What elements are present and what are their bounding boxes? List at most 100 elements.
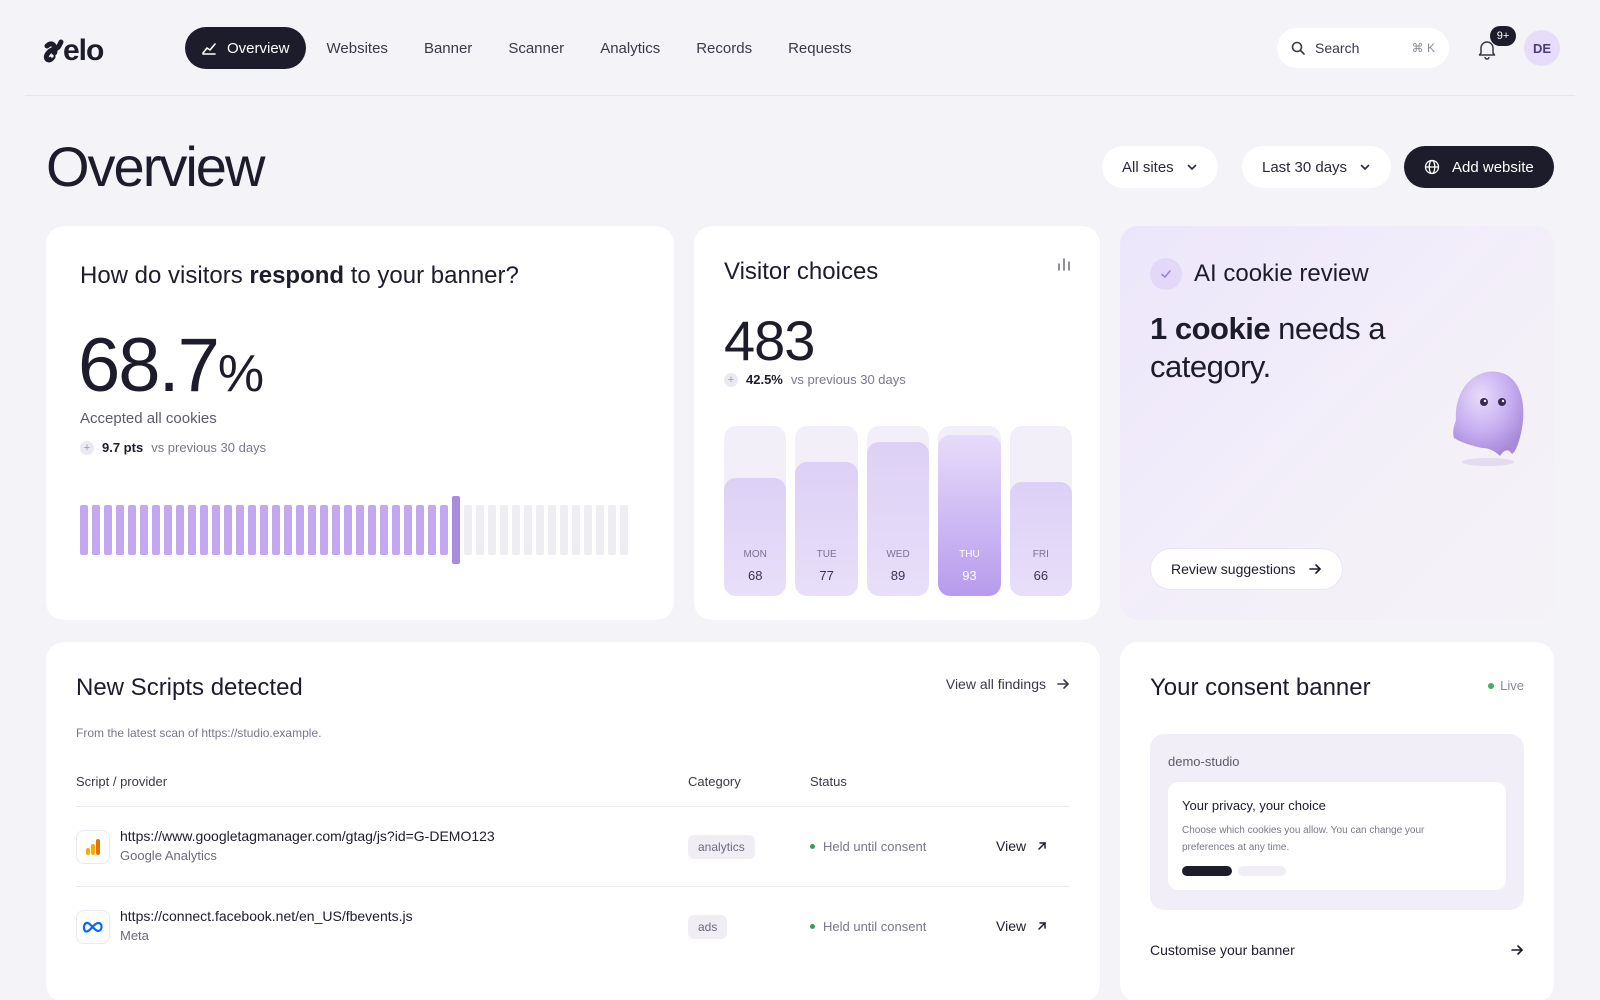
nav-item-analytics[interactable]: Analytics xyxy=(585,27,675,69)
meter-tick xyxy=(260,505,268,555)
meter-tick xyxy=(320,505,328,555)
bell-icon[interactable] xyxy=(1476,38,1498,60)
preview-accept-button xyxy=(1182,866,1232,876)
meter-tick xyxy=(272,505,280,555)
bar-tue[interactable]: TUE 77 xyxy=(795,426,858,596)
meter-tick xyxy=(560,505,568,555)
customise-banner-link[interactable]: Customise your banner xyxy=(1150,942,1524,958)
preview-title: Your privacy, your choice xyxy=(1182,798,1326,813)
velo-logo[interactable]: elo xyxy=(43,28,125,68)
preview-banner: Your privacy, your choice Choose which c… xyxy=(1168,782,1506,890)
meter-tick xyxy=(200,505,208,555)
ai-msg-rest: needs a category. xyxy=(1150,311,1386,384)
nav-item-overview[interactable]: Overview xyxy=(185,27,306,69)
bar-mon[interactable]: MON 68 xyxy=(724,426,787,596)
customise-label: Customise your banner xyxy=(1150,942,1295,958)
meter-tick xyxy=(92,505,100,555)
choices-title: Visitor choices xyxy=(724,258,879,285)
view-script-link[interactable]: View xyxy=(996,918,1048,934)
bar-fill xyxy=(795,462,858,596)
nav-item-websites[interactable]: Websites xyxy=(312,27,403,69)
live-label: Live xyxy=(1500,678,1524,693)
trend-line-icon xyxy=(202,43,216,55)
bar-day-label: WED xyxy=(886,549,910,560)
script-url: https://connect.facebook.net/en_US/fbeve… xyxy=(120,908,413,924)
top-bar: elo Overview Websites Banner Scanner Ana… xyxy=(25,0,1575,96)
response-delta: + 9.7 pts vs previous 30 days xyxy=(80,440,266,455)
nav-item-label: Banner xyxy=(423,39,473,57)
arrow-right-icon xyxy=(1308,564,1321,574)
bar-wed[interactable]: WED 89 xyxy=(866,426,930,596)
bar-thu[interactable]: THU 93 xyxy=(938,426,1001,596)
response-question: How do visitors respond to your banner? xyxy=(80,262,519,290)
arrow-right-icon xyxy=(1057,679,1069,689)
search-icon xyxy=(1291,41,1305,55)
meter-tick xyxy=(308,505,316,555)
external-arrow-icon xyxy=(1038,842,1046,850)
meter-tick xyxy=(380,505,388,555)
ai-review-header: AI cookie review xyxy=(1150,258,1369,290)
check-icon xyxy=(1150,258,1182,290)
visitor-choices-card: Visitor choices 483 + 42.5% vs previous … xyxy=(694,226,1100,620)
meter-tick xyxy=(356,505,364,555)
nav-item-label: Requests xyxy=(788,39,852,57)
bar-fill xyxy=(724,478,787,596)
meter-tick xyxy=(500,505,508,555)
banner-title: Your consent banner xyxy=(1150,674,1371,701)
preview-reject-button xyxy=(1238,866,1286,876)
avatar[interactable]: DE xyxy=(1524,30,1560,66)
status-dot xyxy=(810,924,815,929)
plus-icon: + xyxy=(724,372,738,387)
nav-item-records[interactable]: Records xyxy=(681,27,767,69)
status-label: Held until consent xyxy=(823,839,927,854)
meta-icon xyxy=(76,910,110,944)
review-suggestions-button[interactable]: Review suggestions xyxy=(1150,548,1343,590)
meter-tick xyxy=(296,505,304,555)
meter-tick xyxy=(548,505,556,555)
review-suggestions-label: Review suggestions xyxy=(1171,561,1296,577)
meter-tick xyxy=(368,505,376,555)
choices-delta: + 42.5% vs previous 30 days xyxy=(724,372,906,387)
meter-tick xyxy=(440,505,448,555)
bar-fri[interactable]: FRI 66 xyxy=(1009,426,1073,596)
nav-item-label: Records xyxy=(696,39,753,57)
nav-item-label: Websites xyxy=(326,39,388,57)
column-header-status: Status xyxy=(810,774,847,789)
live-dot xyxy=(1488,682,1495,689)
meter-tick xyxy=(584,505,592,555)
bar-day-label: THU xyxy=(959,549,980,560)
nav-item-scanner[interactable]: Scanner xyxy=(493,27,579,69)
search-input[interactable]: Search ⌘ K xyxy=(1277,28,1449,68)
ai-review-message: 1 cookie needs a category. xyxy=(1150,310,1410,386)
nav-item-banner[interactable]: Banner xyxy=(409,27,487,69)
plus-icon: + xyxy=(80,440,94,455)
search-label: Search xyxy=(1315,40,1360,56)
accepted-unit: % xyxy=(217,345,264,403)
meter-tick xyxy=(152,505,160,555)
nav-item-label: Scanner xyxy=(508,39,565,57)
consent-banner-card: Your consent banner Live demo-studio You… xyxy=(1120,642,1554,1000)
preview-site-name: demo-studio xyxy=(1168,754,1240,769)
meter-tick xyxy=(164,505,172,555)
meter-tick xyxy=(128,505,136,555)
script-status: Held until consent xyxy=(810,839,926,854)
meter-tick xyxy=(248,505,256,555)
view-script-link[interactable]: View xyxy=(996,838,1048,854)
category-tag: analytics xyxy=(688,835,755,859)
meter-tick xyxy=(524,505,532,555)
bar-chart-icon[interactable] xyxy=(1056,256,1072,272)
script-status: Held until consent xyxy=(810,919,926,934)
view-all-findings-link[interactable]: View all findings xyxy=(946,676,1070,692)
ai-msg-bold: 1 cookie xyxy=(1150,311,1271,346)
delta-value: 9.7 pts xyxy=(102,440,144,455)
view-label: View xyxy=(996,838,1027,854)
sites-filter-dropdown[interactable]: All sites xyxy=(1102,146,1218,188)
bar-fill xyxy=(938,435,1001,596)
date-filter-dropdown[interactable]: Last 30 days xyxy=(1242,146,1392,188)
banner-preview[interactable]: demo-studio Your privacy, your choice Ch… xyxy=(1150,734,1524,910)
add-website-button[interactable]: Add website xyxy=(1404,146,1554,188)
meter-tick xyxy=(344,505,352,555)
meter-tick xyxy=(224,505,232,555)
question-post: to your banner? xyxy=(344,262,519,289)
nav-item-requests[interactable]: Requests xyxy=(773,27,866,69)
